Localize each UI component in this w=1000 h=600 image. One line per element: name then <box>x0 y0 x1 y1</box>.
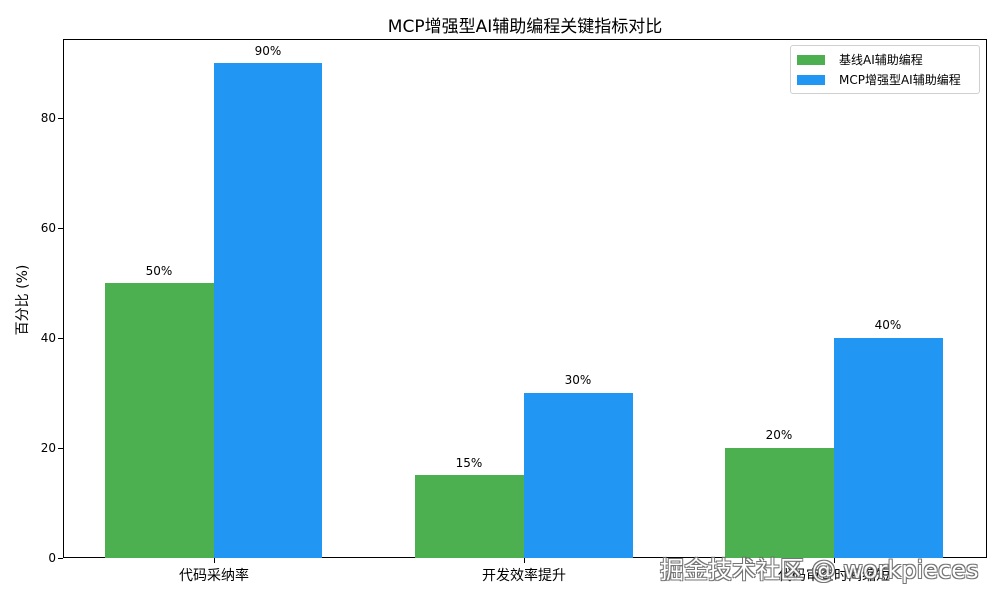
y-tick-80: 80 <box>40 111 56 125</box>
y-tick-0: 0 <box>48 551 56 565</box>
bar-value-label: 50% <box>145 264 173 278</box>
legend-item-baseline: 基线AI辅助编程 <box>797 51 923 68</box>
watermark: 掘金技术社区 @ workpieces <box>660 556 979 584</box>
chart-title: MCP增强型AI辅助编程关键指标对比 <box>387 17 663 37</box>
y-tick-60: 60 <box>40 221 56 235</box>
x-tick-dev-efficiency: 开发效率提升 <box>482 568 566 584</box>
bar-baseline-dev-efficiency <box>415 475 524 558</box>
legend: 基线AI辅助编程 MCP增强型AI辅助编程 <box>790 45 980 94</box>
bar-mcp-dev-efficiency <box>524 393 633 558</box>
y-tick-mark <box>58 338 63 339</box>
x-tick-mark <box>524 558 525 563</box>
bar-value-label: 30% <box>564 373 592 387</box>
legend-swatch-blue <box>797 74 825 85</box>
bar-value-label: 90% <box>254 44 282 58</box>
x-tick-code-adoption: 代码采纳率 <box>179 568 249 584</box>
y-tick-mark <box>58 448 63 449</box>
y-tick-20: 20 <box>40 441 56 455</box>
bar-baseline-code-adoption <box>105 283 214 558</box>
bar-mcp-code-adoption <box>214 63 322 558</box>
bar-value-label: 15% <box>455 456 483 470</box>
y-tick-mark <box>58 228 63 229</box>
y-tick-mark <box>58 558 63 559</box>
legend-item-mcp: MCP增强型AI辅助编程 <box>797 71 961 88</box>
bar-baseline-review-time <box>725 448 834 558</box>
legend-swatch-green <box>797 54 825 65</box>
x-tick-mark <box>834 558 835 563</box>
y-tick-40: 40 <box>40 331 56 345</box>
bar-mcp-review-time <box>834 338 943 558</box>
x-tick-review-time: 代码审查时间缩短 <box>778 568 890 584</box>
bar-value-label: 40% <box>874 318 902 332</box>
x-tick-mark <box>214 558 215 563</box>
y-tick-mark <box>58 118 63 119</box>
legend-label: MCP增强型AI辅助编程 <box>839 73 961 87</box>
bar-value-label: 20% <box>765 428 793 442</box>
legend-label: 基线AI辅助编程 <box>839 53 923 67</box>
